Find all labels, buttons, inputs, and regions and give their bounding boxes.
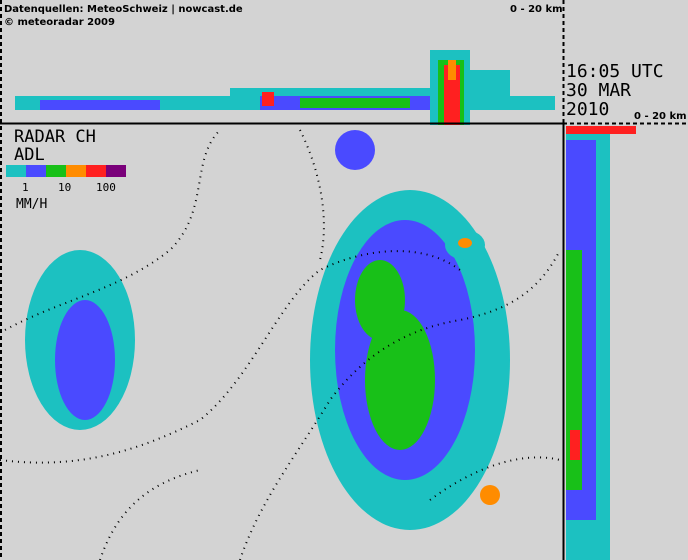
year: 2010 — [566, 99, 609, 120]
legend-title: RADAR CH — [14, 127, 96, 147]
time: 16:05 UTC — [566, 61, 664, 82]
radar-echoes — [25, 130, 510, 530]
scale-tick: 100 — [96, 181, 116, 194]
scale-tick: 10 — [58, 181, 71, 194]
top-range: 0 - 20 km — [510, 4, 563, 15]
scale-unit: MM/H — [16, 197, 47, 212]
legend-code: ADL — [14, 145, 45, 165]
color-scale — [6, 165, 126, 177]
date: 30 MAR — [566, 80, 631, 101]
copyright: © meteoradar 2009 — [4, 17, 115, 28]
side-range: 0 - 20 km — [634, 111, 687, 122]
top-cross-section — [15, 50, 555, 125]
borders — [0, 129, 561, 560]
side-cross-section — [566, 126, 636, 560]
scale-tick: 1 — [22, 181, 29, 194]
source: Datenquellen: MeteoSchweiz | nowcast.de — [4, 4, 243, 15]
